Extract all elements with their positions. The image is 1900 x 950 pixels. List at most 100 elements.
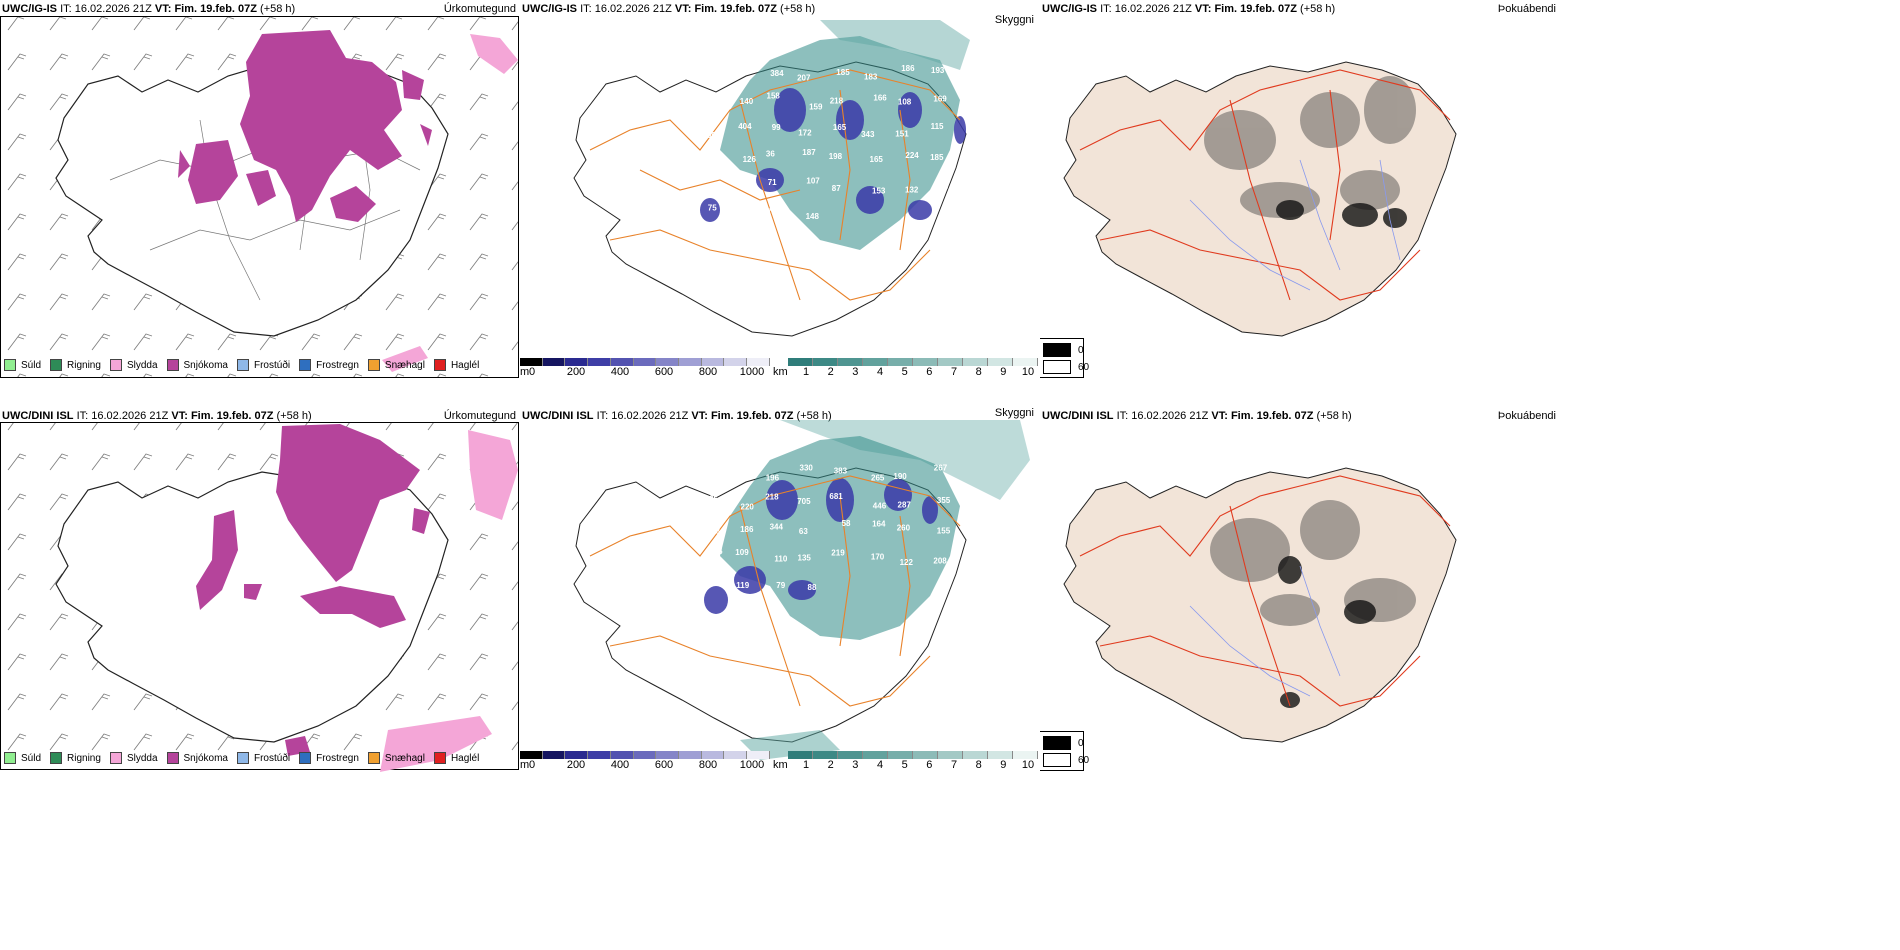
visibility-value-label: 166	[873, 93, 887, 102]
visibility-ticks: 1 2 3 4 5 6 7 8 9 10	[788, 366, 1038, 380]
colorbar-tick: 2	[827, 366, 834, 378]
colorbar-tick: 5	[901, 759, 908, 771]
colorbar-segment	[565, 358, 589, 366]
visibility-value-label: 70	[708, 152, 717, 161]
legend-item-drizzle: Súld	[4, 752, 41, 764]
visibility-value-label: 681	[829, 492, 843, 501]
colorbar-segment	[888, 751, 913, 759]
visibility-value-label: 613	[709, 93, 723, 102]
fog-legend: 0 60	[1040, 731, 1089, 771]
legend-item-drizzle: Súld	[4, 359, 41, 371]
legend-swatch	[166, 752, 179, 764]
colorbar-segment	[588, 358, 611, 366]
colorbar-segment	[988, 358, 1013, 366]
legend-swatch	[433, 752, 446, 764]
visibility-value-label: 136	[709, 547, 723, 556]
fog-map	[1063, 467, 1457, 743]
visibility-value-label: 384	[770, 69, 784, 78]
colorbar-segment	[963, 358, 988, 366]
map-frame	[0, 422, 519, 770]
colorbar-segment	[656, 358, 680, 366]
legend-swatch	[236, 752, 249, 764]
visibility-value-label: 153	[872, 187, 886, 196]
colorbar-segment	[656, 751, 680, 759]
colorbar-segment	[633, 751, 657, 759]
visibility-unit: km	[773, 759, 788, 771]
height-unit: m	[520, 366, 530, 378]
panel-title: Úrkomutegund	[443, 3, 516, 15]
panel-visibility-row2: UWC/DINI ISL IT: 16.02.2026 21Z VT: Fim.…	[520, 400, 1040, 800]
panel-title: Úrkomutegund	[443, 410, 516, 422]
visibility-value-label: 238	[706, 185, 720, 194]
colorbar-tick: 1000	[739, 366, 765, 378]
visibility-value-label: 107	[806, 177, 820, 186]
colorbar-segment	[542, 751, 566, 759]
visibility-value-label: 186	[901, 64, 915, 73]
colorbar-tick: 3	[852, 759, 859, 771]
legend-swatch	[50, 752, 63, 764]
colorbar-tick: 10	[1021, 366, 1035, 378]
fog-low-label: 60	[1078, 361, 1090, 373]
legend-item-rain: Rigning	[50, 752, 101, 764]
colorbar-segment	[724, 751, 748, 759]
visibility-value-label: 190	[893, 472, 907, 481]
colorbar-tick: 2	[827, 759, 834, 771]
legend-swatch	[433, 359, 446, 371]
visibility-value-label: 172	[798, 128, 812, 137]
colorbar-tick: 4	[876, 759, 884, 771]
visibility-value-label: 220	[741, 503, 755, 512]
panel-header: UWC/DINI ISL IT: 16.02.2026 21Z VT: Fim.…	[522, 410, 832, 422]
colorbar-segment	[938, 751, 963, 759]
colorbar-segment	[938, 358, 963, 366]
visibility-value-label: 218	[765, 493, 779, 502]
rivers	[1189, 159, 1401, 291]
colorbar-tick: 9	[1000, 759, 1007, 771]
colorbar-tick: 1000	[739, 759, 765, 771]
colorbar-segment	[724, 358, 748, 366]
visibility-value-label: 118	[707, 526, 720, 535]
visibility-colorbar	[788, 358, 1038, 366]
colorbar-segment	[542, 358, 566, 366]
legend-item-snow-pellets: Snæhagl	[367, 359, 425, 371]
visibility-ticks: 1 2 3 4 5 6 7 8 9 10	[788, 759, 1038, 773]
visibility-value-label: 75	[708, 203, 717, 212]
colorbar-tick: 400	[610, 366, 630, 378]
legend-item-freezing-drizzle: Frostúði	[236, 752, 290, 764]
fog-legend: 0 60	[1040, 338, 1089, 378]
legend-swatch	[4, 359, 16, 371]
colorbar-tick: 0	[528, 366, 536, 378]
visibility-value-label: 931	[737, 207, 751, 216]
legend-item-snow: Snjókoma	[166, 752, 228, 764]
visibility-value-label: 135	[798, 553, 812, 562]
legend-item-rain: Rigning	[50, 359, 101, 371]
colorbar-tick: 3	[852, 366, 859, 378]
visibility-value-label: 63	[799, 527, 808, 536]
visibility-value-label: 164	[872, 520, 886, 529]
visibility-value-label: 110	[774, 555, 787, 564]
colorbar-tick: 10	[1021, 759, 1035, 771]
visibility-value-label: 185	[930, 153, 944, 162]
colorbar-tick: 1	[802, 759, 810, 771]
colorbar-segment	[610, 751, 634, 759]
visibility-value-label: 74	[767, 208, 776, 217]
legend-item-freezing-rain: Frostregn	[299, 359, 359, 371]
colorbar-tick: 6	[926, 366, 933, 378]
road-network	[1079, 475, 1451, 707]
legend-item-sleet: Slydda	[109, 359, 158, 371]
colorbar-segment	[588, 751, 611, 759]
legend-item-freezing-rain: Frostregn	[299, 752, 359, 764]
panel-title: Skyggni	[994, 14, 1034, 26]
visibility-map: 820 195 196 330 383 265 190 267 135 220 218 705 681 4…	[573, 420, 1030, 760]
visibility-value-label: 119	[736, 581, 749, 590]
colorbar-segment	[788, 751, 813, 759]
visibility-value-label: 36	[766, 150, 775, 159]
colorbar-segment	[520, 751, 543, 759]
colorbar-tick: 9	[1000, 366, 1007, 378]
legend-item-freezing-drizzle: Frostúði	[236, 359, 290, 371]
fog-low-swatch	[1043, 753, 1071, 767]
colorbar-segment	[788, 358, 813, 366]
colorbar-segment	[813, 751, 838, 759]
precip-type-legend: Súld Rigning Slydda Snjókoma Frostúði Fr…	[4, 752, 488, 764]
road-network	[1079, 69, 1451, 301]
colorbar-segment	[913, 751, 938, 759]
